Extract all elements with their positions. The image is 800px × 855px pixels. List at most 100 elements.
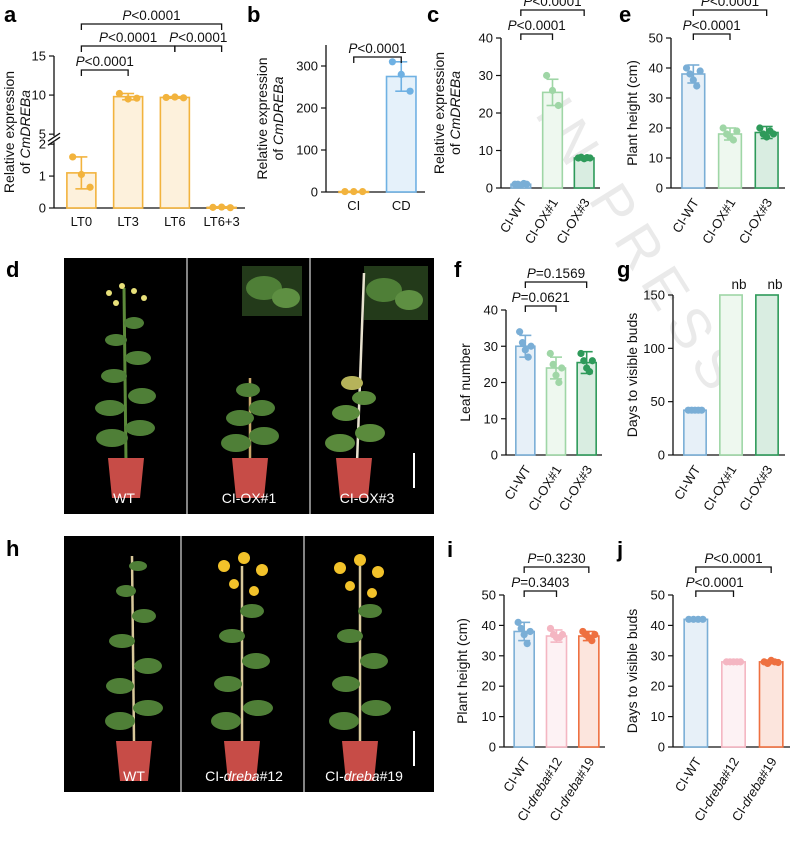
data-point xyxy=(406,87,414,95)
data-point xyxy=(552,371,560,379)
panel-letter: a xyxy=(4,2,17,27)
data-point xyxy=(682,64,691,72)
photo-label-ox3: CI-OX#3 xyxy=(339,490,395,506)
significance-label: P<0.0001 xyxy=(348,41,406,56)
significance-bracket xyxy=(692,9,768,16)
data-point xyxy=(756,124,764,132)
panel-label-h: h xyxy=(6,536,19,561)
panel-letter: b xyxy=(247,2,260,27)
chart-b: b Relative expressionof CmDREBa 0 100 200 300… xyxy=(247,2,425,213)
y-axis-label: Leaf number xyxy=(457,343,473,422)
significance-label: P<0.0001 xyxy=(122,8,180,23)
panel-letter: c xyxy=(427,2,439,27)
data-point xyxy=(546,349,554,358)
photo-label-wt: WT xyxy=(113,490,135,506)
data-point xyxy=(124,95,132,103)
photo-label-dreba19: CI-dreba#19 xyxy=(325,768,403,784)
significance-label: P<0.0001 xyxy=(76,54,134,69)
bar xyxy=(112,95,144,209)
data-point xyxy=(518,339,527,347)
y-tick-label: 200 xyxy=(296,101,318,116)
panel-letter: i xyxy=(447,537,453,562)
photo-panel-d: WT CI-OX#1 CI-OX#3 xyxy=(64,258,434,514)
chart-a: a Relative expressionof CmDREBa 0 1 25 10 15 LT… xyxy=(1,2,245,229)
significance-bracket xyxy=(524,305,557,312)
panel-letter: j xyxy=(616,537,623,562)
bar xyxy=(513,630,535,748)
y-tick-label: 0 xyxy=(489,740,496,755)
bar xyxy=(515,345,536,456)
data-point xyxy=(77,170,85,179)
y-tick-label: 20 xyxy=(484,375,498,390)
data-point xyxy=(226,204,234,212)
significance-label: P=0.0621 xyxy=(512,290,570,305)
y-tick-label: 40 xyxy=(484,303,498,318)
y-tick-label: 30 xyxy=(484,339,498,354)
data-point xyxy=(554,101,562,110)
data-point xyxy=(523,640,531,648)
y-tick-label: 150 xyxy=(643,288,665,303)
significance-bracket xyxy=(353,56,402,63)
significance-bracket xyxy=(695,566,772,573)
data-point xyxy=(171,93,179,101)
significance-bracket xyxy=(80,69,129,76)
y-tick-label: 0 xyxy=(658,448,665,463)
data-point xyxy=(543,71,551,80)
significance-label: P<0.0001 xyxy=(508,18,566,33)
y-tick-label: 50 xyxy=(649,31,663,46)
panel-letter: g xyxy=(617,257,630,282)
y-axis-label: Relative expressionof CmDREBa xyxy=(431,52,463,174)
data-point xyxy=(546,624,555,633)
y-tick-label: 20 xyxy=(479,106,493,121)
panel-label-d: d xyxy=(6,257,19,282)
y-tick-label: 100 xyxy=(643,341,665,356)
significance-label: P<0.0001 xyxy=(686,575,744,590)
significance-bracket xyxy=(520,33,554,40)
y-tick-label: 10 xyxy=(479,143,493,158)
data-point xyxy=(729,136,738,144)
y-tick-label: 100 xyxy=(296,143,318,158)
bar xyxy=(758,661,784,748)
data-point xyxy=(358,187,367,196)
x-tick-label: LT0 xyxy=(71,214,92,229)
y-tick-label: 5 xyxy=(39,127,46,142)
data-point xyxy=(588,637,596,645)
x-tick-label: CI-OX#3 xyxy=(736,196,776,247)
data-point xyxy=(698,406,706,414)
y-tick-label: 30 xyxy=(651,648,665,663)
data-point xyxy=(736,658,745,666)
chart-c: c Relative expressionof CmDREBa 0 10 20 30 40 C… xyxy=(427,0,600,246)
y-tick-label: 30 xyxy=(479,68,493,83)
data-point xyxy=(133,94,141,102)
panel-letter: d xyxy=(6,257,19,282)
y-tick-label: 50 xyxy=(482,588,496,603)
significance-label: P<0.0001 xyxy=(99,30,157,45)
y-tick-label: 40 xyxy=(479,31,493,46)
y-axis-label: Plant height (cm) xyxy=(624,60,640,166)
y-tick-label: 50 xyxy=(651,394,665,409)
data-point xyxy=(162,93,170,102)
photo-label-dreba12: CI-dreba#12 xyxy=(205,768,283,784)
photo-panel-h: WT CI-dreba#12 CI-dreba#19 xyxy=(64,536,434,792)
data-point xyxy=(686,70,694,78)
significance-label: P=0.3403 xyxy=(511,575,569,590)
significance-label: P<0.0001 xyxy=(169,30,227,45)
plant-wt xyxy=(105,555,163,781)
y-tick-label: 20 xyxy=(482,679,496,694)
bar xyxy=(681,73,706,189)
y-tick-label: 20 xyxy=(649,121,663,136)
bar xyxy=(717,133,743,189)
data-point xyxy=(523,180,531,188)
plant-dreba12 xyxy=(211,552,273,781)
data-point xyxy=(350,187,358,196)
significance-bracket xyxy=(174,45,223,52)
data-point xyxy=(586,154,594,162)
plant-dreba19 xyxy=(329,554,415,781)
bar xyxy=(683,409,707,456)
data-point xyxy=(555,378,563,387)
y-tick-label: 50 xyxy=(651,588,665,603)
axis-break-mark xyxy=(47,132,61,142)
y-tick-label: 0 xyxy=(486,181,493,196)
